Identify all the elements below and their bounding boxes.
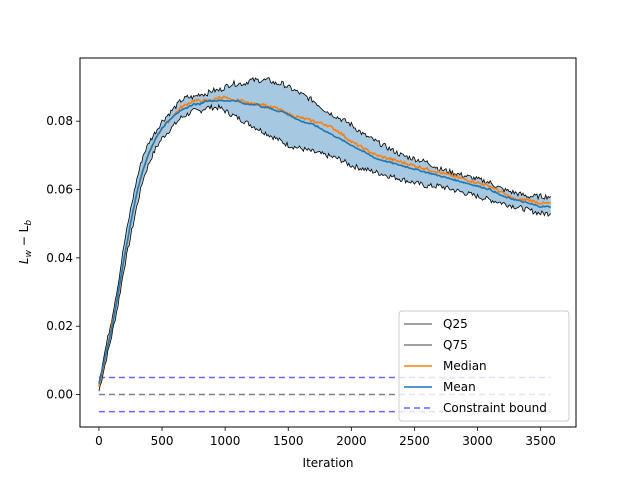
legend-label: Q25 [443, 317, 468, 331]
quantile-band [98, 77, 551, 392]
series-line-mean [98, 99, 552, 384]
plot-area [98, 77, 552, 413]
y-tick-label: 0.00 [46, 388, 73, 402]
axes-frame [79, 57, 577, 428]
y-tick-label: 0.08 [46, 114, 73, 128]
y-axis-label-main: L [17, 257, 31, 264]
plot-content [98, 77, 552, 413]
x-tick-label: 0 [95, 434, 103, 448]
y-axis-label: Lw − Lb [17, 220, 34, 264]
x-tick-label: 2500 [399, 434, 430, 448]
y-tick-label: 0.06 [46, 183, 73, 197]
x-axis-label: Iteration [303, 456, 354, 470]
x-tick-label: 1500 [273, 434, 304, 448]
tick-group: 0 500 1000 1500 2000 2500 3000 3500 0.00 0.02 0.04… [46, 114, 556, 448]
legend-label: Constraint bound [443, 401, 547, 415]
x-tick-label: 3000 [462, 434, 493, 448]
series-line-q25 [98, 103, 552, 392]
x-tick-label: 1000 [210, 434, 241, 448]
series-line-q75 [98, 77, 552, 383]
y-axis-label-sub1: w [24, 249, 34, 257]
y-tick-label: 0.04 [46, 251, 73, 265]
legend-label: Median [443, 359, 487, 373]
y-axis-label-sub2: b [24, 220, 34, 226]
legend-label: Mean [443, 380, 476, 394]
y-axis-label-mid: − L [17, 225, 31, 250]
legend-label: Q75 [443, 338, 468, 352]
x-tick-label: 2000 [336, 434, 367, 448]
legend-box [398, 310, 570, 422]
legend: Q25 Q75 Median Mean Constraint bound [398, 310, 570, 422]
y-tick-label: 0.02 [46, 319, 73, 333]
x-tick-label: 3500 [525, 434, 556, 448]
x-tick-label: 500 [151, 434, 174, 448]
